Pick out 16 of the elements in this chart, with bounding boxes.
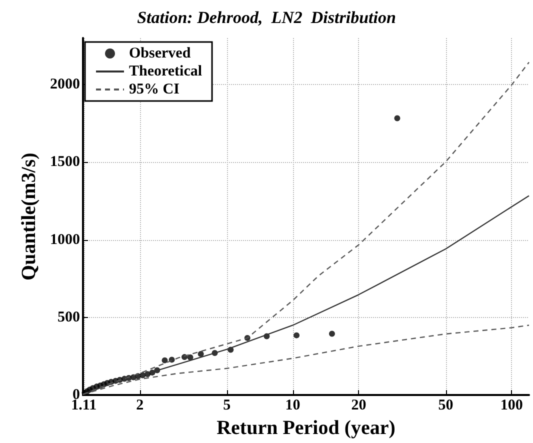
y-axis-title: Quantile(m3/s) — [18, 152, 40, 280]
legend-label: 95% CI — [129, 82, 180, 98]
x-axis-title: Return Period (year) — [216, 417, 396, 439]
x-tick-label: 50 — [438, 398, 454, 414]
x-tick-label: 2 — [136, 398, 144, 414]
y-tick-label: 500 — [58, 309, 80, 326]
y-tick-label: 1500 — [50, 154, 80, 170]
chart-title: Station: Dehrood, LN2 Distribution — [137, 8, 396, 27]
x-tick-label: 5 — [223, 398, 231, 414]
x-tick-label: 100 — [500, 398, 523, 414]
x-tick-label: 10 — [285, 398, 300, 414]
y-tick-label: 1000 — [50, 232, 80, 248]
legend-label: Observed — [129, 46, 192, 62]
x-tick-label: 20 — [351, 398, 366, 414]
y-tick-label: 2000 — [50, 76, 80, 93]
legend-label: Theoretical — [129, 64, 202, 80]
